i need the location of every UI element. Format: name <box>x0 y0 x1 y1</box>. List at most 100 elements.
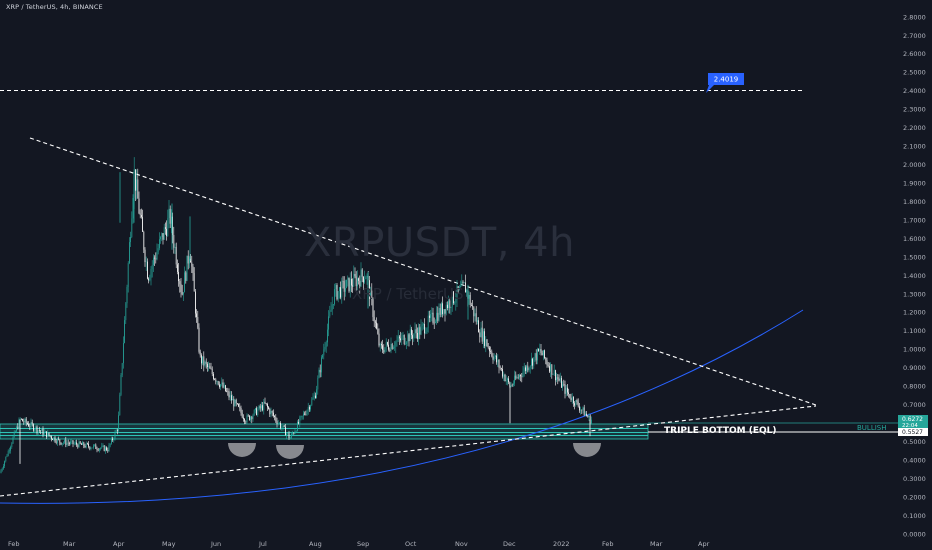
candle-body <box>335 284 337 290</box>
candle-body <box>249 415 250 420</box>
candle-body <box>107 450 109 452</box>
candle-body <box>348 277 350 292</box>
candle-body <box>277 423 279 424</box>
candle-body <box>129 242 130 264</box>
candle-body <box>292 433 293 434</box>
price-tick-label: 1.1000 <box>903 327 926 335</box>
candle-body <box>101 445 103 448</box>
candle-body <box>255 408 256 410</box>
time-axis[interactable]: Feb Mar Apr May Jun Jul Aug Sep Oct Nov Dec 2022 Feb… <box>8 540 710 548</box>
price-tick-label: 0.0000 <box>903 530 926 538</box>
candle-body <box>243 417 244 419</box>
candle-body <box>322 355 323 358</box>
candle-body <box>475 313 477 322</box>
candle-body <box>365 277 367 280</box>
candle-body <box>507 378 508 381</box>
candle-body <box>307 406 309 411</box>
candle-body <box>493 357 495 360</box>
candle-body <box>241 412 243 418</box>
descending-trendline <box>29 137 817 406</box>
candle-body <box>82 442 83 445</box>
candle-body <box>298 421 299 424</box>
candle-body <box>89 446 91 449</box>
candle-body <box>269 408 271 415</box>
candle-body <box>315 395 316 399</box>
candle-body <box>135 169 136 191</box>
time-tick-label: May <box>162 540 176 548</box>
candle-body <box>219 384 220 387</box>
candle-body <box>228 391 230 398</box>
candle-body <box>150 269 152 278</box>
candle-body <box>114 431 116 439</box>
candle-body <box>525 367 526 371</box>
low-price-tag[interactable]: 0.5527 <box>898 428 928 436</box>
candle-body <box>4 461 5 467</box>
candle-body <box>287 433 289 434</box>
candle-body <box>81 443 82 445</box>
candle-body <box>520 374 521 377</box>
countdown-value: 22:04 <box>902 423 918 429</box>
candle-body <box>102 445 104 447</box>
candle-body <box>76 442 77 445</box>
candle-body <box>223 385 225 388</box>
candle-body <box>16 426 17 432</box>
candle-body <box>214 378 215 380</box>
candle-body <box>577 401 579 407</box>
candle-body <box>565 387 567 394</box>
candle-body <box>456 286 458 300</box>
candle-body <box>390 343 392 352</box>
price-tick-label: 2.5000 <box>903 69 926 77</box>
candle-body <box>569 393 571 398</box>
candle-body <box>311 399 313 406</box>
candle-body <box>258 405 260 410</box>
candle-body <box>522 371 524 377</box>
candle-body <box>517 377 519 378</box>
price-axis[interactable]: 2.8000 2.7000 2.6000 2.5000 2.4000 2.3000 2.20… <box>903 13 926 538</box>
candle-body <box>378 333 380 346</box>
candle-body <box>270 410 272 415</box>
candle-body <box>93 445 94 448</box>
candle-body <box>52 438 53 441</box>
candle-body <box>142 217 143 232</box>
candle-body <box>203 356 205 366</box>
bottom-marker-1 <box>228 443 256 457</box>
candle-body <box>420 325 422 335</box>
candle-body <box>551 364 553 375</box>
target-price-tag[interactable]: 2.4019 <box>706 73 744 93</box>
candle-body <box>495 355 496 358</box>
bottom-marker-2 <box>276 445 304 459</box>
plot-area[interactable] <box>0 89 898 504</box>
candle-body <box>78 441 80 448</box>
candle-body <box>498 359 500 368</box>
candle-body <box>361 269 363 277</box>
candle-body <box>108 445 110 452</box>
candle-body <box>460 286 461 287</box>
candle-body <box>259 405 261 409</box>
candle-body <box>251 416 253 420</box>
candle-body <box>514 375 515 384</box>
candle-body <box>406 342 407 344</box>
price-tick-label: 1.4000 <box>903 272 926 280</box>
candle-body <box>450 307 452 308</box>
candle-body <box>437 312 439 321</box>
last-price-tag[interactable]: 0.6272 22:04 <box>898 415 928 429</box>
candle-body <box>564 384 566 394</box>
candle-body <box>156 252 158 260</box>
price-tick-label: 2.2000 <box>903 124 926 132</box>
candle-body <box>265 403 267 405</box>
candle-body <box>281 427 283 428</box>
price-tick-label: 0.7000 <box>903 401 926 409</box>
candle-body <box>582 407 584 411</box>
time-tick-label: Feb <box>8 540 20 548</box>
candle-body <box>179 281 181 285</box>
candle-body <box>73 443 75 445</box>
candle-body <box>303 413 304 416</box>
candle-body <box>191 262 193 267</box>
candle-body <box>79 441 81 444</box>
candle-body <box>563 384 565 385</box>
candle-body <box>567 387 568 393</box>
candle-body <box>199 351 201 356</box>
candle-body <box>324 346 326 350</box>
candle-body <box>180 284 182 292</box>
